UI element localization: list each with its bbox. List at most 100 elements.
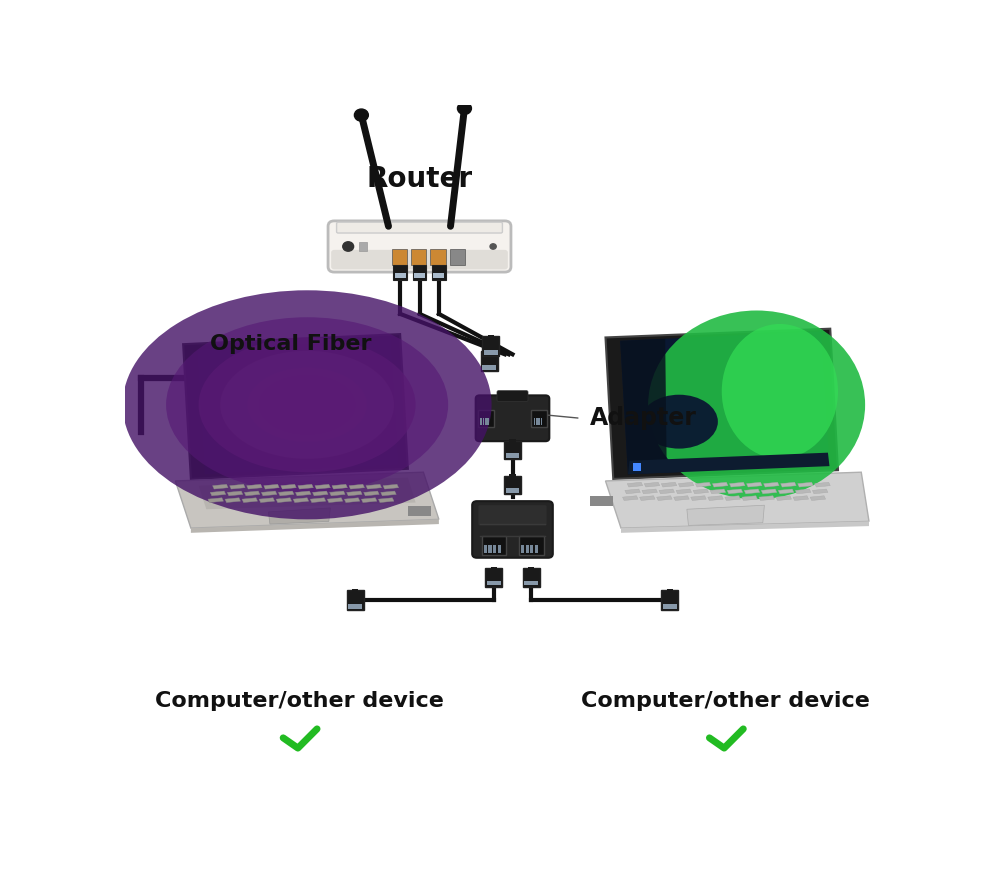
Polygon shape <box>661 482 677 487</box>
Polygon shape <box>725 496 740 500</box>
Polygon shape <box>810 496 826 500</box>
Polygon shape <box>381 491 396 496</box>
Polygon shape <box>344 498 360 502</box>
Ellipse shape <box>247 368 367 442</box>
Ellipse shape <box>648 311 865 499</box>
Polygon shape <box>747 482 762 487</box>
Circle shape <box>354 109 368 121</box>
Bar <box>413 264 426 279</box>
Polygon shape <box>691 496 706 500</box>
Bar <box>480 418 482 425</box>
Bar <box>486 350 492 355</box>
Bar <box>531 410 547 427</box>
Polygon shape <box>659 489 674 493</box>
Bar <box>509 439 516 444</box>
Polygon shape <box>175 473 439 528</box>
Polygon shape <box>276 498 292 502</box>
Polygon shape <box>259 498 275 502</box>
FancyBboxPatch shape <box>497 390 528 402</box>
Polygon shape <box>815 482 830 487</box>
Polygon shape <box>210 491 226 496</box>
Bar <box>482 365 496 370</box>
Ellipse shape <box>199 338 416 472</box>
Bar <box>352 589 358 594</box>
Bar <box>534 418 535 425</box>
Polygon shape <box>366 485 382 489</box>
Bar <box>498 545 501 553</box>
Polygon shape <box>625 489 640 493</box>
Bar <box>521 545 524 553</box>
Ellipse shape <box>220 351 394 458</box>
Polygon shape <box>606 473 869 528</box>
Circle shape <box>457 102 471 115</box>
Ellipse shape <box>123 290 492 520</box>
FancyBboxPatch shape <box>337 222 502 233</box>
Bar <box>538 418 540 425</box>
Polygon shape <box>678 482 694 487</box>
Polygon shape <box>230 485 245 489</box>
Bar <box>485 568 502 587</box>
Polygon shape <box>693 489 709 493</box>
Bar <box>633 464 637 466</box>
Bar <box>359 242 367 251</box>
Bar <box>530 545 533 553</box>
Polygon shape <box>244 491 260 496</box>
Bar <box>528 566 534 572</box>
Polygon shape <box>795 489 811 493</box>
Polygon shape <box>183 334 408 479</box>
Polygon shape <box>620 339 667 474</box>
Bar <box>526 545 529 553</box>
Ellipse shape <box>258 374 356 435</box>
Polygon shape <box>781 482 796 487</box>
Bar <box>661 590 678 611</box>
Polygon shape <box>247 485 262 489</box>
Bar <box>414 273 425 278</box>
Text: Computer/other device: Computer/other device <box>581 691 870 711</box>
Bar <box>491 566 497 572</box>
Polygon shape <box>293 498 309 502</box>
Bar <box>504 476 521 494</box>
Polygon shape <box>378 498 394 502</box>
Polygon shape <box>347 491 362 496</box>
Bar <box>478 410 494 427</box>
Polygon shape <box>315 485 330 489</box>
Bar <box>483 418 484 425</box>
Polygon shape <box>627 482 643 487</box>
Polygon shape <box>332 485 347 489</box>
Bar <box>487 581 501 585</box>
Polygon shape <box>778 489 794 493</box>
Bar <box>519 536 544 555</box>
Bar <box>393 264 407 279</box>
Polygon shape <box>330 491 345 496</box>
Bar <box>348 604 362 609</box>
Ellipse shape <box>166 318 448 493</box>
Ellipse shape <box>640 395 718 449</box>
Polygon shape <box>208 498 223 502</box>
Bar <box>663 604 677 609</box>
Text: Router: Router <box>366 165 473 193</box>
Polygon shape <box>640 496 655 500</box>
Polygon shape <box>776 496 792 500</box>
Bar <box>347 590 364 611</box>
Ellipse shape <box>722 324 838 458</box>
Polygon shape <box>225 498 240 502</box>
Polygon shape <box>621 522 869 533</box>
Polygon shape <box>742 496 757 500</box>
Polygon shape <box>313 491 328 496</box>
Bar <box>488 335 494 340</box>
Polygon shape <box>264 485 279 489</box>
Bar <box>509 474 516 480</box>
Polygon shape <box>327 498 343 502</box>
Polygon shape <box>676 489 692 493</box>
Bar <box>392 248 407 265</box>
Polygon shape <box>759 496 774 500</box>
Polygon shape <box>298 485 313 489</box>
Polygon shape <box>764 482 779 487</box>
Bar <box>487 418 489 425</box>
Polygon shape <box>310 498 326 502</box>
Polygon shape <box>730 482 745 487</box>
Bar <box>524 581 538 585</box>
Bar <box>535 545 538 553</box>
Polygon shape <box>268 507 330 524</box>
Bar <box>433 273 444 278</box>
